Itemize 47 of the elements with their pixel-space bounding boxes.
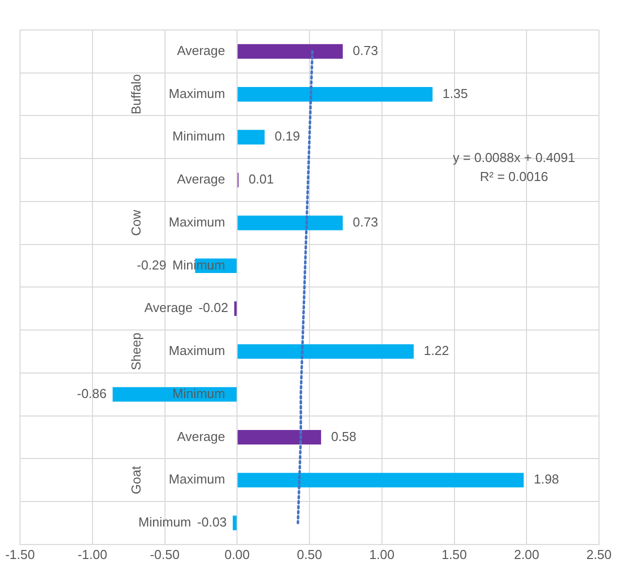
y-tick-label: Minimum [138,514,192,530]
y-tick-label: Maximum [168,472,226,487]
data-label: 1.22 [424,343,450,358]
annotation: Goat [128,466,144,494]
y-tick-label: Maximum [168,343,226,358]
y-tick-label: Average [176,172,226,187]
x-tick-label: -1.50 [5,546,35,562]
data-label: -0.03 [197,514,227,530]
bar [232,516,237,530]
bar [238,472,524,488]
data-label: -0.29 [136,257,166,272]
annotation: Buffalo [128,74,144,114]
y-tick-label: Minimum [172,128,226,144]
bar [238,344,414,359]
annotation: y = 0.0088x + 0.4091 [452,150,576,166]
y-tick-label: Minimum [172,386,226,401]
annotation: Sheep [128,332,144,370]
bar [234,301,237,316]
bar [238,216,343,230]
y-tick-label: Average [144,300,193,316]
data-label: 1.98 [534,472,560,487]
data-label: 0.19 [274,128,300,144]
y-tick-label: Average [176,428,226,444]
x-tick-label: 0.00 [224,546,250,562]
bar [238,44,343,59]
x-tick-label: 2.50 [586,546,612,562]
data-label: -0.86 [77,386,107,401]
data-label: -0.02 [198,300,228,316]
annotation: R² = 0.0016 [480,169,548,184]
data-label: 0.73 [352,43,378,58]
x-tick-label: 1.00 [369,546,395,562]
data-label: 0.58 [331,428,356,444]
y-tick-label: Average [176,43,226,58]
x-tick-label: -1.00 [78,546,108,562]
bar [238,430,322,445]
data-label: 0.01 [248,172,274,187]
x-tick-label: 1.50 [442,546,467,562]
bar [238,130,265,144]
x-tick-label: 0.50 [296,546,322,562]
annotation: Cow [128,209,144,236]
y-tick-label: Maximum [168,86,226,101]
data-label: 1.35 [442,86,468,101]
y-tick-label: Maximum [168,214,226,230]
bar [238,87,433,102]
x-tick-label: -0.50 [150,546,180,562]
x-tick-label: 2.00 [514,546,540,562]
data-label: 0.73 [352,214,378,230]
